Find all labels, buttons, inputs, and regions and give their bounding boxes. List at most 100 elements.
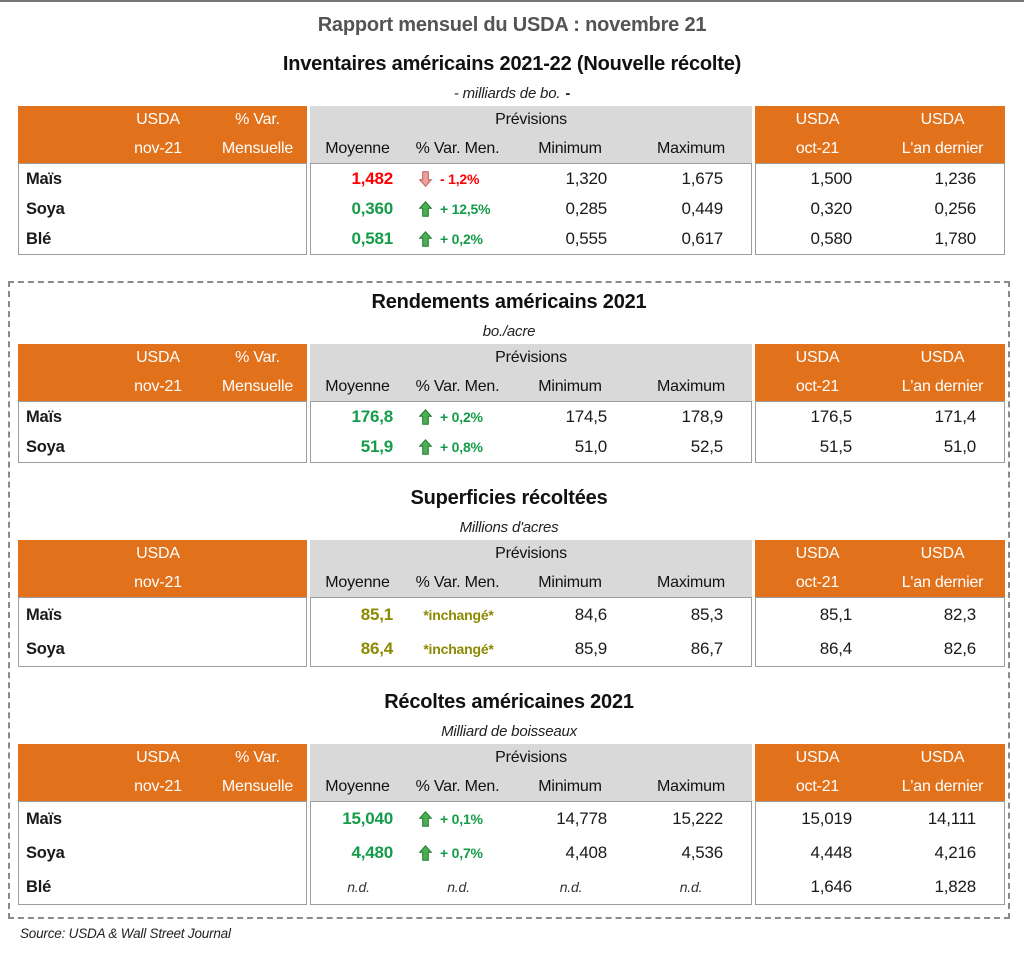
row-label: Maïs <box>26 605 62 624</box>
col-header-maximum: Maximum <box>657 777 725 795</box>
section-title: Récoltes américaines 2021 <box>384 691 634 713</box>
col-header-usda: USDA <box>920 349 965 366</box>
variation-text: + 0,2% <box>440 231 483 247</box>
spacer-cell <box>18 744 108 772</box>
row-label: Soya <box>26 437 65 456</box>
unit-text: Milliard de boisseaux <box>441 723 577 740</box>
cell-moyenne: 176,8 <box>351 407 393 426</box>
cell-minimum: 4,408 <box>565 843 607 862</box>
row-label: Maïs <box>26 407 62 426</box>
col-header-usda: USDA <box>136 111 180 128</box>
body-right-block: 85,1 82,3 86,4 82,6 <box>755 597 1005 667</box>
header-previsions-block: Prévisions Moyenne % Var. Men. Minimum Maxim… <box>310 744 752 801</box>
table-row: 86,4 *inchangé* 85,9 86,7 <box>311 632 751 666</box>
col-header-mensuelle: Mensuelle <box>221 139 294 157</box>
unit-suffix: - <box>565 85 571 102</box>
col-header-maximum: Maximum <box>657 377 725 395</box>
row-label: Maïs <box>26 169 62 188</box>
variation-text: + 0,2% <box>440 409 483 425</box>
col-header-oct21: oct-21 <box>795 377 840 395</box>
row-label: Soya <box>26 639 65 658</box>
page-subtitle: Inventaires américains 2021-22 (Nouvelle… <box>282 53 742 75</box>
cell-maximum: 4,536 <box>681 843 723 862</box>
cell-moyenne: 86,4 <box>360 639 393 658</box>
cell-moyenne: 51,9 <box>360 437 393 456</box>
cell-moyenne: 85,1 <box>360 605 393 624</box>
table-header: USDA % Var. nov-21 Mensuelle Prévisions Moyen… <box>18 744 1005 801</box>
previsions-subheaders: Moyenne % Var. Men. Minimum Maximum <box>310 134 752 163</box>
col-header-nov21: nov-21 <box>134 139 182 157</box>
col-header-moyenne: Moyenne <box>325 573 390 591</box>
cell-moyenne: 0,360 <box>351 199 393 218</box>
col-header-usda: USDA <box>795 111 840 128</box>
up-arrow-icon <box>419 811 432 827</box>
col-header-usda: USDA <box>136 545 180 562</box>
table-body: Maïs Soya Blé 15,040 + 0,1% 14,778 15,222 4,480… <box>18 801 1005 905</box>
table-row: 1,482 - 1,2% 1,320 1,675 <box>311 164 751 194</box>
cell-variation: - 1,2% <box>406 171 511 187</box>
cell-variation: + 0,2% <box>406 409 511 425</box>
section-superficies: Superficies récoltées Millions d'acres USD… <box>10 487 1008 667</box>
cell-oct21: 0,320 <box>810 199 852 218</box>
source-note: Source: USDA & Wall Street Journal <box>20 926 231 941</box>
up-arrow-icon <box>419 409 432 425</box>
cell-minimum: 51,0 <box>574 437 607 456</box>
cell-last-year: 0,256 <box>934 199 976 218</box>
col-header-pct-var-men: % Var. Men. <box>415 139 500 157</box>
cell-oct21: 1,500 <box>810 169 852 188</box>
col-header-pct-var <box>208 540 307 568</box>
header-right-block: USDA USDA oct-21 L'an dernier <box>755 540 1005 597</box>
cell-minimum: 0,555 <box>565 229 607 248</box>
table-row: Soya <box>19 836 306 870</box>
table-row: 4,448 4,216 <box>756 836 1004 870</box>
header-right-block: USDA USDA oct-21 L'an dernier <box>755 344 1005 401</box>
cell-oct21: 85,1 <box>819 605 852 624</box>
col-header-usda: USDA <box>795 749 840 766</box>
table-row: 86,4 82,6 <box>756 632 1004 666</box>
col-header-last-year: L'an dernier <box>901 139 984 157</box>
cell-last-year: 1,828 <box>934 877 976 896</box>
row-label: Maïs <box>26 809 62 828</box>
cell-last-year: 171,4 <box>934 407 976 426</box>
col-header-moyenne: Moyenne <box>325 139 390 157</box>
cell-maximum: n.d. <box>679 879 703 895</box>
up-arrow-icon <box>419 231 432 247</box>
table-row: Soya <box>19 432 306 462</box>
table-row: 15,040 + 0,1% 14,778 15,222 <box>311 802 751 836</box>
previsions-subheaders: Moyenne % Var. Men. Minimum Maximum <box>310 568 752 597</box>
table-body: Maïs Soya 176,8 + 0,2% 174,5 178,9 51,9 + 0,8% 5… <box>18 401 1005 463</box>
col-header-previsions: Prévisions <box>495 545 567 562</box>
data-table: USDA % Var. nov-21 Mensuelle Prévisions Moyen… <box>18 744 1005 905</box>
cell-minimum: n.d. <box>559 879 583 895</box>
col-header-mensuelle <box>208 568 307 597</box>
col-header-nov21: nov-21 <box>134 777 182 795</box>
cell-variation: *inchangé* <box>406 641 511 657</box>
header-left-block: USDA % Var. nov-21 Mensuelle <box>18 744 307 801</box>
cell-maximum: 52,5 <box>690 437 723 456</box>
col-header-last-year: L'an dernier <box>901 573 984 591</box>
body-previsions-block: 15,040 + 0,1% 14,778 15,222 4,480 + 0,7% 4,408… <box>310 801 752 905</box>
col-header-pct-var-men: % Var. Men. <box>415 377 500 395</box>
col-header-pct-var: % Var. <box>235 749 280 766</box>
table-row: 85,1 *inchangé* 84,6 85,3 <box>311 598 751 632</box>
col-header-previsions: Prévisions <box>495 749 567 766</box>
col-header-oct21: oct-21 <box>795 139 840 157</box>
section-recoltes: Récoltes américaines 2021 Milliard de boi… <box>10 691 1008 905</box>
section-rendements: Rendements américains 2021 bo./acre USDA % … <box>10 291 1008 463</box>
header-right-block: USDA USDA oct-21 L'an dernier <box>755 744 1005 801</box>
table-row: Maïs <box>19 802 306 836</box>
section-inventaires: - milliards de bo. - USDA % Var. nov-21 Mensu… <box>0 85 1024 255</box>
variation-text: + 0,1% <box>440 811 483 827</box>
variation-text: + 0,7% <box>440 845 483 861</box>
table-row: Maïs <box>19 598 306 632</box>
table-header: USDA % Var. nov-21 Mensuelle Prévisions Moyen… <box>18 106 1005 163</box>
cell-last-year: 4,216 <box>934 843 976 862</box>
table-row: Blé <box>19 870 306 904</box>
body-right-block: 15,019 14,111 4,448 4,216 1,646 1,828 <box>755 801 1005 905</box>
cell-last-year: 82,6 <box>943 639 976 658</box>
variation-text: n.d. <box>447 879 470 895</box>
table-row: 0,360 + 12,5% 0,285 0,449 <box>311 194 751 224</box>
table-row: 15,019 14,111 <box>756 802 1004 836</box>
body-right-block: 176,5 171,4 51,5 51,0 <box>755 401 1005 463</box>
variation-text: + 12,5% <box>440 201 491 217</box>
